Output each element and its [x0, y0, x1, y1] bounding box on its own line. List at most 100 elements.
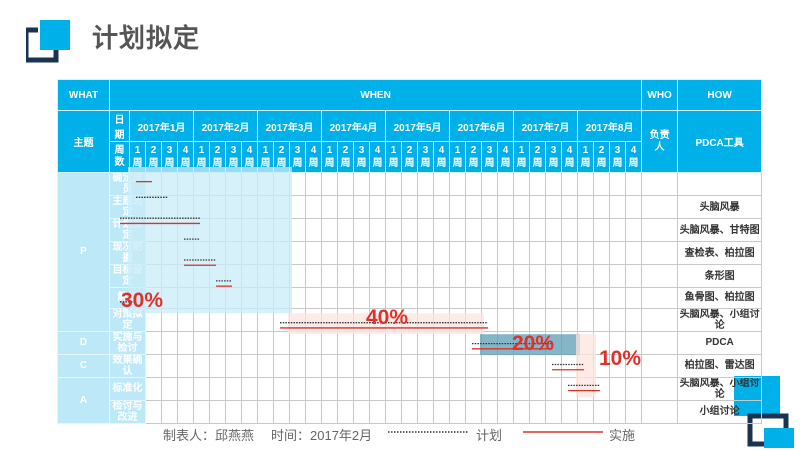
week-cell	[209, 264, 226, 288]
week-cell	[337, 307, 354, 332]
week-cell	[385, 264, 402, 288]
week-cell	[513, 330, 530, 355]
month-header: 2017年6月	[449, 110, 514, 142]
owner-cell	[641, 353, 679, 378]
week-cell	[161, 353, 178, 378]
week-cell	[369, 399, 386, 424]
week-count-label: 周数	[109, 141, 130, 173]
week-cell	[273, 399, 290, 424]
week-cell	[385, 307, 402, 332]
week-cell	[433, 172, 450, 196]
week-cell	[417, 241, 434, 265]
week-cell	[609, 307, 626, 332]
task-name: 效果确认	[109, 353, 146, 378]
week-cell	[481, 287, 498, 309]
week-cell	[433, 264, 450, 288]
week-cell	[561, 172, 578, 196]
week-cell	[401, 376, 418, 401]
week-cell	[241, 195, 258, 219]
week-cell	[433, 195, 450, 219]
week-cell	[161, 195, 178, 219]
week-cell	[241, 353, 258, 378]
week-cell	[609, 330, 626, 355]
week-cell	[321, 376, 338, 401]
week-cell	[353, 264, 370, 288]
week-cell	[609, 287, 626, 309]
week-cell	[289, 399, 306, 424]
week-cell	[193, 264, 210, 288]
week-cell	[241, 241, 258, 265]
gantt-table: WHAT WHEN WHO HOW 主题 日期 2017年1月 2017年2月 20…	[57, 79, 763, 424]
week-cell	[241, 399, 258, 424]
week-cell	[449, 172, 466, 196]
week-cell	[433, 376, 450, 401]
tool-cell	[677, 172, 763, 196]
week-cell	[465, 330, 482, 355]
week-cell	[321, 172, 338, 196]
week-cell	[257, 307, 274, 332]
week-cell	[385, 195, 402, 219]
week-cell	[401, 218, 418, 242]
week-cell	[225, 330, 242, 355]
week-cell	[305, 376, 322, 401]
week-cell	[257, 287, 274, 309]
week-cell	[433, 307, 450, 332]
week-cell	[369, 195, 386, 219]
week-cell	[497, 376, 514, 401]
task-name: 实施与检讨	[109, 330, 146, 355]
week-cell	[497, 330, 514, 355]
who-header: WHO	[641, 79, 679, 111]
week-cell	[241, 376, 258, 401]
week-cell	[481, 241, 498, 265]
week-cell	[273, 287, 290, 309]
week-cell	[193, 241, 210, 265]
week-cell	[609, 264, 626, 288]
week-cell	[401, 241, 418, 265]
week-cell	[369, 241, 386, 265]
week-cell	[337, 399, 354, 424]
week-cell	[241, 172, 258, 196]
week-cell	[177, 376, 194, 401]
month-header: 2017年8月	[576, 110, 643, 142]
week-cell	[417, 330, 434, 355]
week-cell	[257, 353, 274, 378]
week-cell	[337, 376, 354, 401]
task-name: 主题选定	[109, 195, 146, 219]
week-cell	[481, 172, 498, 196]
week-cell	[609, 376, 626, 401]
week-cell	[465, 172, 482, 196]
week-cell	[369, 330, 386, 355]
week-cell	[401, 287, 418, 309]
week-cell	[161, 241, 178, 265]
week-cell	[417, 353, 434, 378]
week-cell	[241, 330, 258, 355]
week-cell	[353, 399, 370, 424]
week-cell	[481, 195, 498, 219]
week-cell	[305, 195, 322, 219]
week-cell	[529, 264, 546, 288]
week-cell	[417, 218, 434, 242]
week-cell	[481, 264, 498, 288]
week-cell	[624, 287, 643, 309]
phase-label: P	[57, 172, 110, 332]
week-cell	[385, 241, 402, 265]
week-cell	[624, 172, 643, 196]
when-header: WHEN	[108, 79, 643, 111]
tool-cell: 头脑风暴、小组讨论	[677, 376, 763, 401]
week-cell	[273, 241, 290, 265]
tool-cell: 小组讨论	[677, 399, 763, 424]
week-cell	[241, 287, 258, 309]
task-name: 对策拟定	[109, 307, 146, 332]
tool-cell: 头脑风暴、甘特图	[677, 218, 763, 242]
week-cell	[257, 399, 274, 424]
